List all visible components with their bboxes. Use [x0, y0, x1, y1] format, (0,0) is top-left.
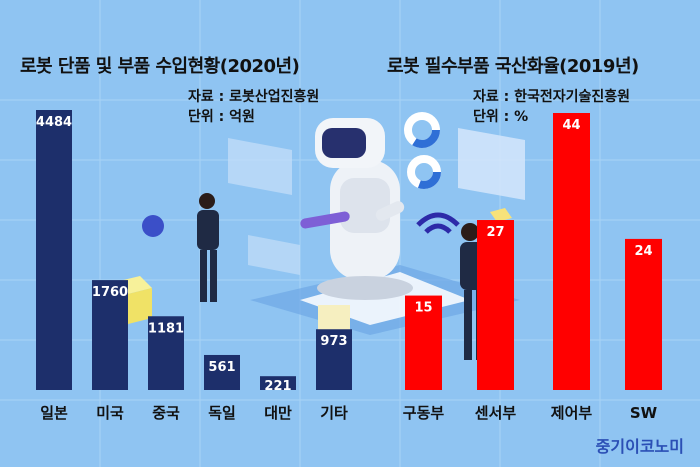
right-bar-0: [405, 295, 442, 390]
right-chart-unit: 단위 : %: [473, 109, 529, 125]
right-category-label-3: SW: [630, 404, 658, 422]
left-value-label-1: 1760: [92, 285, 128, 300]
left-bar-4: [260, 376, 296, 390]
left-category-label-3: 독일: [208, 404, 236, 422]
right-bar-3: [625, 238, 662, 390]
left-category-label-2: 중국: [152, 404, 180, 422]
right-chart-source: 자료 : 한국전자기술진흥원: [473, 89, 631, 105]
left-category-label-0: 일본: [40, 404, 68, 422]
left-category-label-1: 미국: [96, 404, 124, 422]
left-chart-source: 자료 : 로봇산업진흥원: [188, 89, 320, 105]
left-chart-unit: 단위 : 억원: [188, 109, 255, 125]
left-value-label-0: 4484: [36, 115, 72, 130]
left-bar-1: [92, 280, 128, 390]
right-category-label-0: 구동부: [403, 404, 445, 422]
right-value-label-3: 24: [634, 244, 652, 259]
right-bar-1: [477, 220, 514, 390]
left-chart-title: 로봇 단품 및 부품 수입현황(2020년): [20, 56, 300, 77]
left-bar-0: [36, 110, 72, 390]
left-bar-2: [148, 316, 184, 390]
left-category-label-5: 기타: [320, 404, 348, 422]
right-value-label-1: 27: [486, 225, 504, 240]
right-category-label-2: 제어부: [551, 404, 593, 422]
right-chart-title: 로봇 필수부품 국산화율(2019년): [387, 56, 639, 77]
right-value-label-0: 15: [414, 301, 432, 316]
left-bar-5: [316, 329, 352, 390]
left-category-label-4: 대만: [264, 404, 292, 422]
left-value-label-2: 1181: [148, 321, 184, 336]
left-value-label-5: 973: [320, 334, 347, 349]
right-category-label-1: 센서부: [475, 404, 517, 422]
brand-logo-text: 중기이코노미: [595, 437, 684, 456]
left-bar-3: [204, 354, 240, 390]
right-value-label-2: 44: [562, 118, 580, 133]
left-value-label-3: 561: [208, 360, 235, 375]
left-value-label-4: 221: [264, 379, 291, 394]
right-bar-2: [553, 113, 590, 390]
